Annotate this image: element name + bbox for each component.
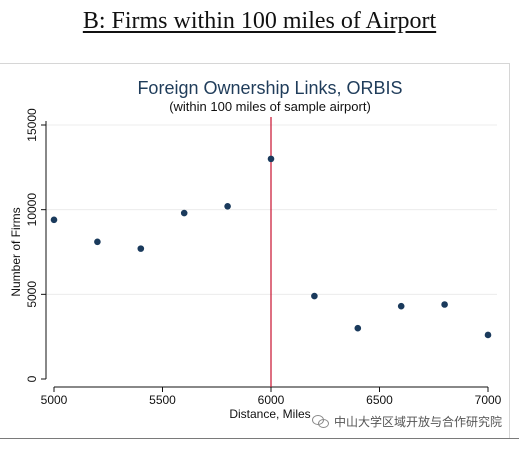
watermark-text: 中山大学区域开放与合作研究院 (334, 415, 503, 429)
data-point-3 (180, 209, 188, 217)
y-tick-label-5000: 5000 (25, 281, 39, 308)
y-tick-label-10000: 10000 (25, 193, 39, 227)
data-point-6 (311, 292, 318, 300)
bottom-rule (0, 438, 519, 439)
panel-top-border (0, 63, 510, 64)
data-point-9 (441, 301, 448, 308)
x-tick-label-7000: 7000 (475, 393, 502, 407)
chart-subtitle: (within 100 miles of sample airport) (169, 99, 371, 114)
chart-title: Foreign Ownership Links, ORBIS (137, 78, 402, 98)
x-tick-label-6000: 6000 (258, 393, 285, 407)
y-tick-label-15000: 15000 (25, 108, 39, 142)
data-point-8 (397, 302, 405, 310)
data-point-7 (354, 324, 362, 332)
data-point-10 (484, 331, 492, 339)
y-axis-label: Number of Firms (9, 207, 23, 296)
x-tick-label-5500: 5500 (149, 393, 176, 407)
panel-right-border (509, 63, 510, 438)
data-points (50, 155, 492, 339)
data-point-2 (137, 245, 145, 252)
x-tick-label-6500: 6500 (366, 393, 393, 407)
x-tick-label-5000: 5000 (41, 393, 68, 407)
watermark: 中山大学区域开放与合作研究院 (312, 413, 502, 430)
page-heading: B: Firms within 100 miles of Airport (82, 8, 437, 34)
x-axis-label: Distance, Miles (229, 407, 310, 421)
data-point-1 (94, 238, 101, 246)
data-point-4 (224, 202, 231, 210)
data-point-0 (50, 216, 58, 224)
wechat-icon (312, 414, 330, 429)
y-tick-label-0: 0 (25, 375, 39, 382)
axes: 0 5000 10000 15000 5000 5500 6000 6500 7000 (25, 108, 502, 407)
data-point-5 (267, 155, 275, 163)
